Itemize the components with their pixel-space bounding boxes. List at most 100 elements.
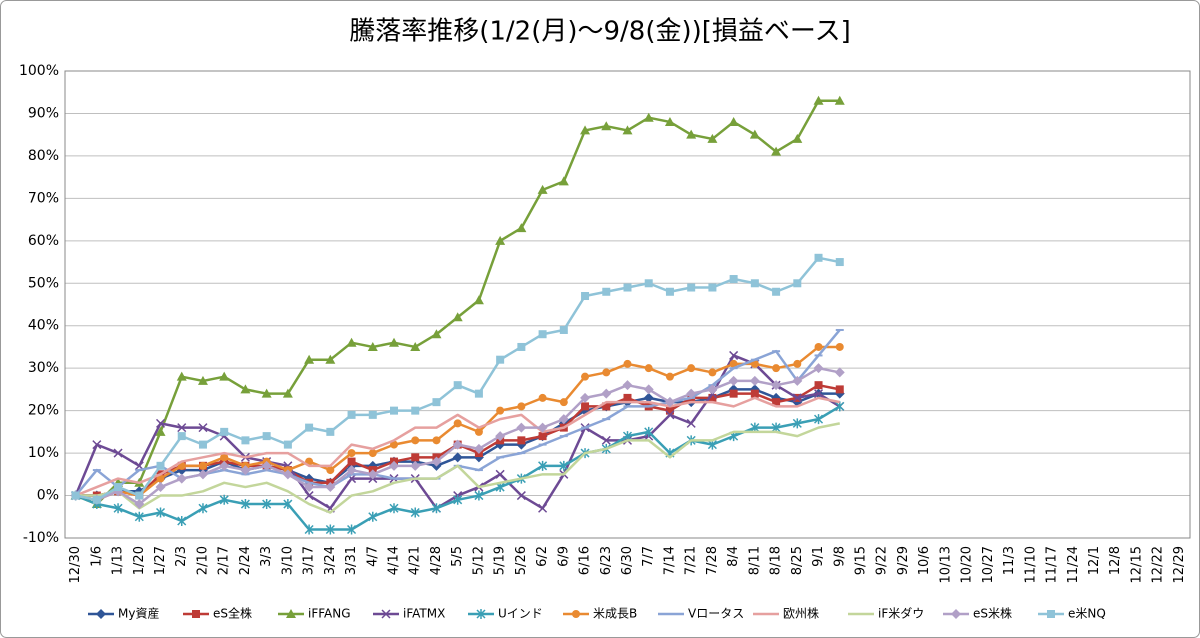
- point: [644, 364, 653, 373]
- point: [219, 494, 229, 505]
- point: [389, 503, 399, 514]
- point: [601, 435, 611, 445]
- x-tick-label: 5/12: [471, 546, 486, 575]
- x-tick-label: 12/1: [1087, 546, 1102, 575]
- point: [325, 354, 336, 364]
- point: [793, 279, 802, 288]
- point: [729, 359, 738, 368]
- x-tick-label: 9/22: [875, 546, 890, 575]
- point: [538, 393, 547, 402]
- point: [389, 460, 400, 471]
- point: [431, 503, 441, 514]
- point: [687, 364, 696, 373]
- point: [347, 449, 356, 458]
- x-tick-label: 8/18: [769, 546, 784, 575]
- point: [814, 381, 823, 390]
- legend-marker: [1047, 610, 1055, 618]
- point: [772, 398, 781, 407]
- point: [813, 363, 824, 374]
- point: [581, 292, 590, 301]
- point: [792, 418, 802, 429]
- x-tick-label: 1/6: [89, 546, 104, 567]
- point: [558, 414, 569, 425]
- point: [559, 460, 569, 471]
- point: [452, 312, 463, 322]
- x-tick-label: 12/29: [1172, 546, 1187, 583]
- point: [814, 253, 823, 262]
- series-line: [75, 422, 841, 514]
- point: [644, 279, 653, 288]
- point: [707, 384, 718, 395]
- point: [813, 95, 824, 105]
- x-tick-label: 7/28: [705, 546, 720, 575]
- point: [452, 452, 463, 463]
- point: [113, 448, 123, 458]
- point: [326, 466, 335, 475]
- point: [390, 440, 399, 449]
- point: [516, 422, 527, 433]
- point: [772, 364, 781, 373]
- point: [283, 440, 292, 449]
- point: [602, 368, 611, 377]
- point: [601, 388, 612, 399]
- point: [304, 491, 314, 501]
- point: [262, 432, 271, 441]
- point: [708, 393, 717, 402]
- point: [749, 129, 760, 139]
- x-tick-label: 6/23: [599, 546, 614, 575]
- x-tick-label: 10/6: [917, 546, 932, 575]
- point: [602, 287, 611, 296]
- point: [708, 283, 717, 292]
- point: [198, 440, 207, 449]
- point: [155, 418, 166, 428]
- y-tick-label: 80%: [28, 148, 59, 164]
- point: [134, 511, 144, 522]
- x-tick-label: 12/8: [1108, 546, 1123, 575]
- x-tick-label: 9/1: [811, 546, 826, 567]
- point: [156, 461, 165, 470]
- point: [665, 287, 674, 296]
- legend-marker: [192, 610, 200, 618]
- point: [644, 426, 654, 437]
- point: [114, 483, 123, 492]
- point: [390, 406, 399, 415]
- point: [729, 350, 739, 360]
- point: [665, 372, 674, 381]
- x-tick-label: 9/29: [896, 546, 911, 575]
- point: [197, 375, 208, 385]
- x-tick-label: 12/22: [1151, 546, 1166, 583]
- point: [473, 443, 484, 454]
- point: [177, 423, 187, 433]
- point: [729, 275, 738, 284]
- point: [305, 423, 314, 432]
- x-tick-label: 12/30: [68, 546, 83, 583]
- point: [558, 176, 569, 186]
- point: [431, 456, 442, 467]
- point: [325, 524, 335, 535]
- point: [687, 283, 696, 292]
- point: [814, 389, 824, 399]
- x-tick-label: 4/21: [408, 546, 423, 575]
- point: [516, 491, 526, 501]
- point: [728, 116, 739, 126]
- y-tick-label: 100%: [19, 63, 59, 79]
- y-tick-label: 0%: [37, 488, 59, 504]
- point: [304, 354, 315, 364]
- point: [411, 436, 420, 445]
- point: [474, 389, 483, 398]
- x-tick-label: 2/10: [195, 546, 210, 575]
- point: [347, 457, 356, 466]
- legend-label: 米成長B: [593, 607, 637, 621]
- point: [241, 436, 250, 445]
- point: [325, 482, 336, 493]
- legend-label: eS全株: [213, 606, 252, 621]
- point: [834, 95, 845, 105]
- point: [431, 329, 442, 339]
- point: [771, 146, 782, 156]
- point: [304, 524, 314, 535]
- point: [623, 393, 632, 402]
- x-tick-label: 2/24: [238, 546, 253, 575]
- point: [686, 418, 696, 428]
- y-tick-label: -10%: [23, 530, 59, 546]
- point: [453, 381, 462, 390]
